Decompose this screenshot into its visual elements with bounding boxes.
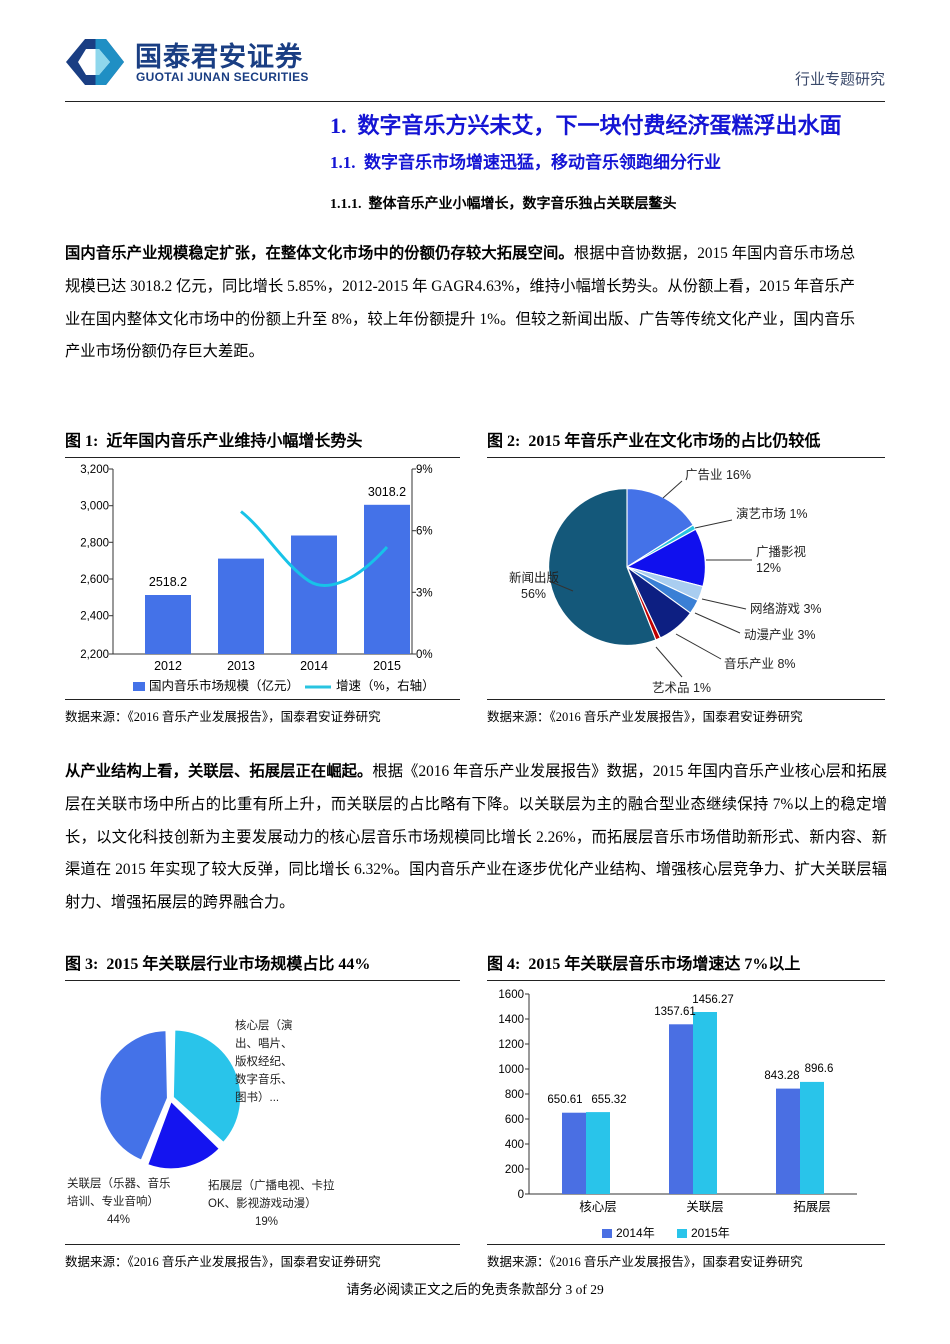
svg-text:200: 200 — [505, 1164, 524, 1176]
svg-text:0: 0 — [518, 1189, 524, 1201]
svg-text:OK、影视游戏动漫）: OK、影视游戏动漫） — [208, 1196, 317, 1210]
svg-text:2,800: 2,800 — [80, 537, 109, 549]
svg-text:广告业 16%: 广告业 16% — [685, 468, 751, 482]
svg-text:拓展层（广播电视、卡拉: 拓展层（广播电视、卡拉 — [208, 1178, 335, 1192]
svg-text:图书）...: 图书）... — [235, 1091, 279, 1104]
svg-text:56%: 56% — [521, 587, 546, 601]
svg-text:3,200: 3,200 — [80, 464, 109, 476]
svg-text:广播影视: 广播影视 — [756, 544, 807, 559]
svg-text:843.28: 843.28 — [764, 1070, 799, 1082]
svg-text:关联层: 关联层 — [686, 1200, 724, 1214]
svg-text:12%: 12% — [756, 561, 781, 575]
svg-text:2,600: 2,600 — [80, 574, 109, 586]
svg-text:版权经纪、: 版权经纪、 — [235, 1054, 293, 1068]
svg-text:2,400: 2,400 — [80, 611, 109, 623]
svg-text:增速（%，右轴）: 增速（%，右轴） — [336, 678, 435, 693]
svg-text:2014: 2014 — [300, 659, 328, 673]
svg-text:3%: 3% — [416, 587, 433, 599]
svg-text:19%: 19% — [255, 1216, 278, 1228]
svg-text:2014年: 2014年 — [616, 1226, 655, 1240]
svg-text:2015: 2015 — [373, 659, 401, 673]
svg-text:896.6: 896.6 — [805, 1063, 834, 1075]
svg-text:3,000: 3,000 — [80, 501, 109, 513]
svg-text:2,200: 2,200 — [80, 649, 109, 661]
svg-text:核心层: 核心层 — [579, 1200, 617, 1214]
svg-text:数字音乐、: 数字音乐、 — [235, 1072, 293, 1086]
svg-text:44%: 44% — [107, 1214, 130, 1226]
svg-text:出、唱片、: 出、唱片、 — [235, 1036, 293, 1050]
svg-text:650.61: 650.61 — [547, 1094, 582, 1106]
svg-text:动漫产业 3%: 动漫产业 3% — [744, 628, 816, 642]
svg-text:关联层（乐器、音乐: 关联层（乐器、音乐 — [67, 1176, 171, 1190]
svg-text:9%: 9% — [416, 464, 433, 476]
svg-text:1456.27: 1456.27 — [692, 994, 734, 1006]
svg-text:1200: 1200 — [498, 1039, 524, 1051]
svg-text:0%: 0% — [416, 649, 433, 661]
svg-text:网络游戏 3%: 网络游戏 3% — [750, 601, 822, 616]
svg-text:演艺市场 1%: 演艺市场 1% — [736, 506, 808, 521]
svg-text:国内音乐市场规模（亿元）: 国内音乐市场规模（亿元） — [149, 678, 299, 693]
svg-text:拓展层: 拓展层 — [793, 1200, 831, 1214]
svg-text:800: 800 — [505, 1089, 524, 1101]
svg-text:培训、专业音响）: 培训、专业音响） — [67, 1194, 159, 1208]
svg-text:400: 400 — [505, 1139, 524, 1151]
svg-text:2012: 2012 — [154, 659, 182, 673]
svg-text:2518.2: 2518.2 — [149, 575, 187, 589]
svg-text:艺术品 1%: 艺术品 1% — [652, 681, 711, 695]
svg-text:600: 600 — [505, 1114, 524, 1126]
svg-text:3018.2: 3018.2 — [368, 485, 406, 499]
svg-text:1600: 1600 — [498, 989, 524, 1001]
svg-text:1000: 1000 — [498, 1064, 524, 1076]
svg-text:1357.61: 1357.61 — [654, 1006, 696, 1018]
svg-text:音乐产业 8%: 音乐产业 8% — [724, 656, 796, 671]
svg-text:2015年: 2015年 — [691, 1226, 730, 1240]
svg-text:2013: 2013 — [227, 659, 255, 673]
svg-text:1400: 1400 — [498, 1014, 524, 1026]
svg-text:核心层（演: 核心层（演 — [235, 1018, 293, 1032]
svg-text:新闻出版: 新闻出版 — [509, 570, 560, 585]
svg-text:655.32: 655.32 — [591, 1094, 626, 1106]
svg-text:6%: 6% — [416, 526, 433, 538]
